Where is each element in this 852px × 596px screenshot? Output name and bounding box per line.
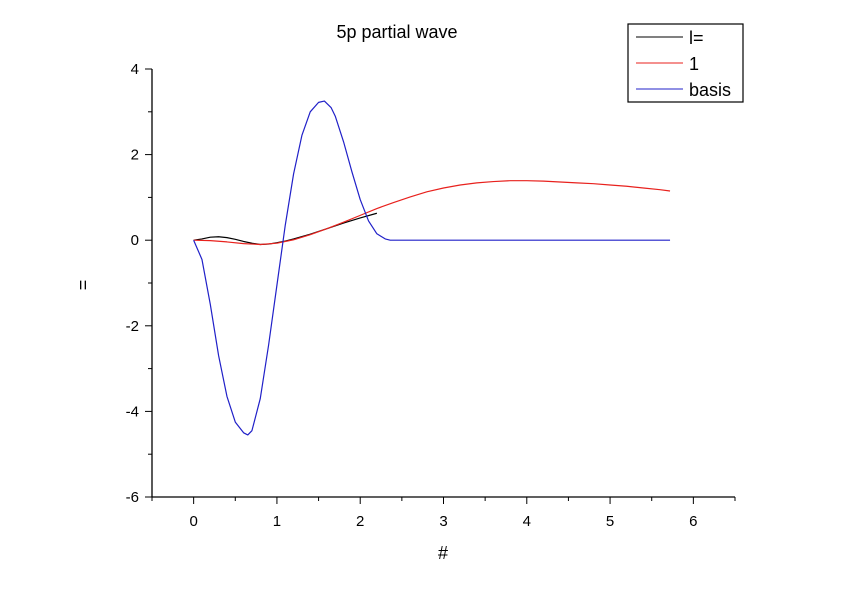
y-tick-label: 2 [131, 147, 139, 164]
x-tick-label: 3 [439, 513, 447, 530]
legend-label-l: l= [689, 28, 704, 48]
x-tick-label: 0 [189, 513, 197, 530]
y-tick-label: -2 [126, 318, 139, 335]
x-tick-label: 5 [606, 513, 614, 530]
series-line-basis [193, 100, 671, 436]
y-axis-label: = [73, 280, 93, 291]
legend-label-basis: basis [689, 80, 731, 100]
ticks: 0 1 2 3 4 5 6 -6 -4 -2 0 2 4 [126, 61, 736, 530]
x-tick-label: 1 [273, 513, 281, 530]
chart-title: 5p partial wave [336, 22, 457, 42]
y-tick-label: -4 [126, 403, 139, 420]
x-tick-label: 6 [689, 513, 697, 530]
axes [151, 69, 735, 498]
y-tick-label: 4 [131, 61, 139, 78]
y-tick-label: 0 [131, 232, 139, 249]
series-line-one [193, 180, 671, 246]
legend: l= 1 basis [627, 23, 744, 103]
x-tick-label: 4 [523, 513, 531, 530]
x-axis-label: # [438, 543, 448, 563]
y-tick-label: -6 [126, 489, 139, 506]
series-lines [193, 100, 671, 436]
x-tick-label: 2 [356, 513, 364, 530]
legend-label-1: 1 [689, 54, 699, 74]
